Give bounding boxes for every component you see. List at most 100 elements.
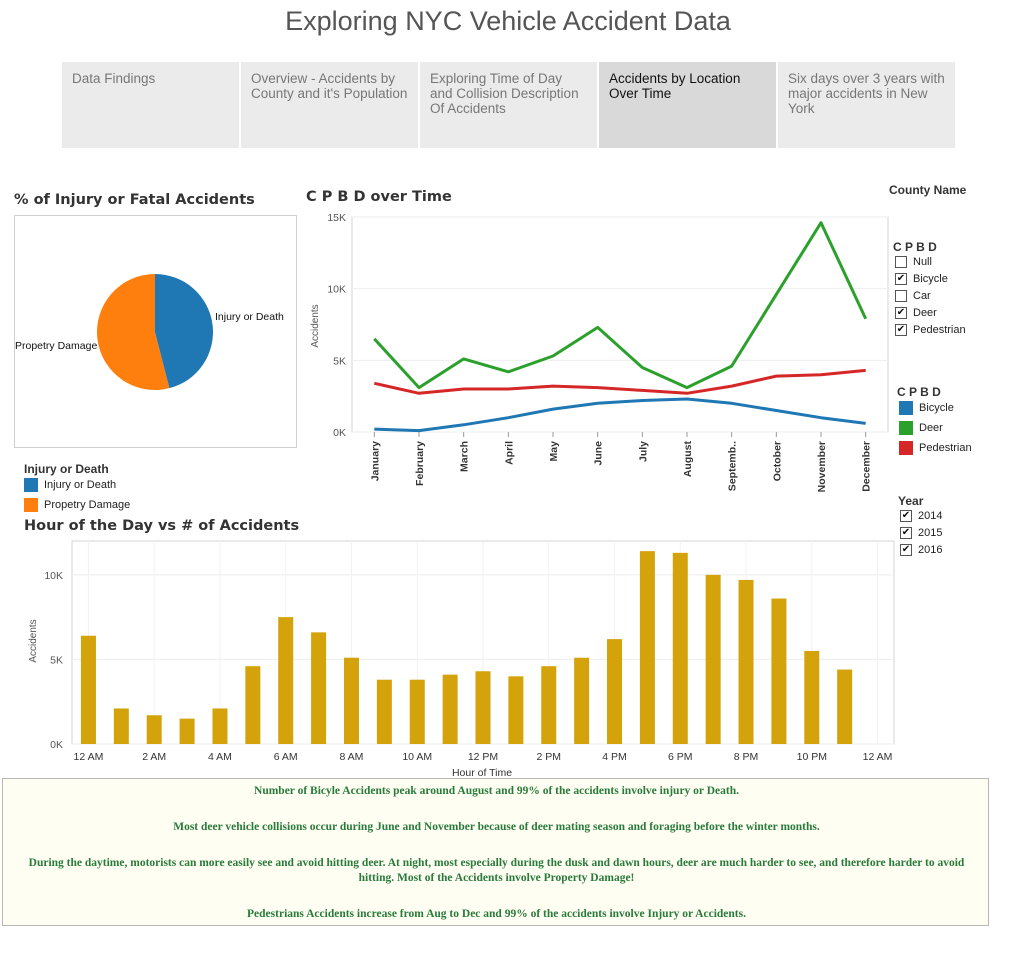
bar-hour-12 [475, 671, 491, 744]
line-series-bicycle [374, 397, 866, 433]
bar-hour-15 [574, 657, 590, 744]
checkbox-label: 2016 [918, 544, 943, 556]
line-y-tick-label: 5K [333, 355, 346, 367]
tab-data-findings[interactable]: Data Findings [62, 62, 239, 148]
bar-x-tick-label: 6 AM [274, 751, 298, 763]
pie-legend-item-injury[interactable]: Injury or Death [24, 478, 116, 492]
bar-hour-1 [113, 708, 129, 744]
line-y-axis-label: Accidents [310, 304, 321, 347]
bar-hour-10 [409, 679, 425, 744]
swatch-pedestrian [899, 441, 913, 455]
legend-label: Injury or Death [44, 479, 117, 491]
bar-hour-7 [311, 632, 327, 744]
bar-y-tick-label: 0K [50, 739, 63, 751]
bar-hour-17 [639, 551, 655, 744]
pie-chart: Injury or Death Propetry Damage [15, 274, 284, 390]
bar-hour-19 [705, 574, 721, 744]
bar-hour-9 [376, 679, 392, 744]
bar-x-tick-label: 6 PM [668, 751, 693, 763]
pie-label-property: Propetry Damage [15, 340, 97, 352]
cpbd-option-deer[interactable]: ✔ Deer [895, 307, 937, 319]
bar-hour-3 [179, 718, 195, 744]
checkbox-label: Deer [913, 307, 937, 319]
checkbox-label: Car [913, 290, 931, 302]
swatch-injury [24, 478, 38, 492]
tab-location-over-time[interactable]: Accidents by Location Over Time [599, 62, 776, 148]
line-x-tick-label: June [593, 441, 605, 466]
legend-label: Propetry Damage [44, 499, 131, 511]
year-filter-title: Year [898, 494, 924, 508]
cpbd-filter-title: C P B D [893, 240, 937, 254]
county-name-filter[interactable]: County Name [889, 183, 967, 197]
checkbox-pedestrian[interactable]: ✔ [895, 324, 907, 336]
bar-x-tick-label: 12 AM [863, 751, 893, 763]
legend-item-pedestrian[interactable]: Pedestrian [899, 441, 972, 455]
bar-hour-22 [804, 650, 820, 744]
bar-x-tick-label: 4 PM [602, 751, 627, 763]
bar-x-tick-label: 12 AM [74, 751, 104, 763]
bar-x-tick-label: 8 PM [734, 751, 759, 763]
checkbox-label: 2015 [918, 527, 943, 539]
cpbd-option-pedestrian[interactable]: ✔ Pedestrian [895, 324, 966, 336]
bar-hour-4 [212, 708, 228, 744]
pie-chart-title: % of Injury or Fatal Accidents [14, 192, 255, 208]
cpbd-option-car[interactable]: Car [895, 290, 931, 302]
line-y-tick-label: 0K [333, 427, 346, 439]
line-x-tick-label: May [548, 441, 560, 462]
line-series-deer [373, 221, 868, 390]
bar-hour-21 [771, 598, 787, 744]
checkbox-label: Bicycle [913, 273, 948, 285]
tab-time-of-day[interactable]: Exploring Time of Day and Collision Desc… [420, 62, 597, 148]
pie-label-injury: Injury or Death [215, 311, 284, 323]
swatch-property [24, 498, 38, 512]
tab-overview[interactable]: Overview - Accidents by County and it's … [241, 62, 418, 148]
bar-hour-8 [343, 657, 359, 744]
bar-hour-6 [278, 617, 294, 744]
pie-slice-injury [155, 274, 213, 389]
year-option-2015[interactable]: ✔ 2015 [900, 527, 942, 539]
checkbox-bicycle[interactable]: ✔ [895, 273, 907, 285]
pie-legend-item-property[interactable]: Propetry Damage [24, 498, 130, 512]
bar-x-tick-label: 2 AM [142, 751, 166, 763]
bar-x-tick-label: 2 PM [537, 751, 562, 763]
checkbox-label: Null [913, 256, 932, 268]
line-x-tick-label: Septemb.. [727, 441, 739, 491]
bar-hour-11 [442, 674, 458, 744]
bar-chart: Accidents Hour of Time 0K 5K 10K 12 AM 2 AM 4… [28, 540, 895, 778]
bar-x-tick-label: 10 PM [797, 751, 827, 763]
bar-hour-18 [672, 552, 688, 744]
line-x-tick-label: March [459, 441, 471, 472]
checkbox-2016[interactable]: ✔ [900, 544, 912, 556]
checkbox-2014[interactable]: ✔ [900, 510, 912, 522]
tab-six-days[interactable]: Six days over 3 years with major acciden… [778, 62, 955, 148]
line-x-tick-label: October [771, 441, 783, 481]
swatch-bicycle [899, 401, 913, 415]
finding-bicycle: Number of Bicyle Accidents peak around A… [254, 785, 739, 797]
bar-x-tick-label: 12 PM [468, 751, 498, 763]
cpbd-option-null[interactable]: Null [895, 256, 932, 268]
checkbox-label: 2014 [918, 510, 943, 522]
bar-chart-title: Hour of the Day vs # of Accidents [24, 518, 300, 534]
cpbd-option-bicycle[interactable]: ✔ Bicycle [895, 273, 948, 285]
line-x-tick-label: August [682, 441, 694, 478]
pie-legend-title: Injury or Death [24, 462, 109, 476]
checkbox-2015[interactable]: ✔ [900, 527, 912, 539]
line-x-tick-label: July [637, 441, 649, 462]
swatch-deer [899, 421, 913, 435]
findings-box: Number of Bicyle Accidents peak around A… [2, 778, 989, 926]
line-x-tick-label: November [816, 441, 828, 492]
legend-item-bicycle[interactable]: Bicycle [899, 401, 954, 415]
checkbox-null[interactable] [895, 256, 907, 268]
bar-hour-5 [245, 666, 261, 744]
bar-hour-23 [837, 669, 853, 744]
bar-hour-0 [80, 635, 96, 744]
bar-y-tick-label: 5K [50, 654, 63, 666]
checkbox-label: Pedestrian [913, 324, 966, 336]
checkbox-deer[interactable]: ✔ [895, 307, 907, 319]
checkbox-car[interactable] [895, 290, 907, 302]
year-option-2016[interactable]: ✔ 2016 [900, 544, 942, 556]
bar-y-tick-label: 10K [44, 570, 63, 582]
line-chart: Accidents 0K 5K 10K 15K January February March… [310, 212, 889, 492]
year-option-2014[interactable]: ✔ 2014 [900, 510, 942, 522]
legend-item-deer[interactable]: Deer [899, 421, 943, 435]
